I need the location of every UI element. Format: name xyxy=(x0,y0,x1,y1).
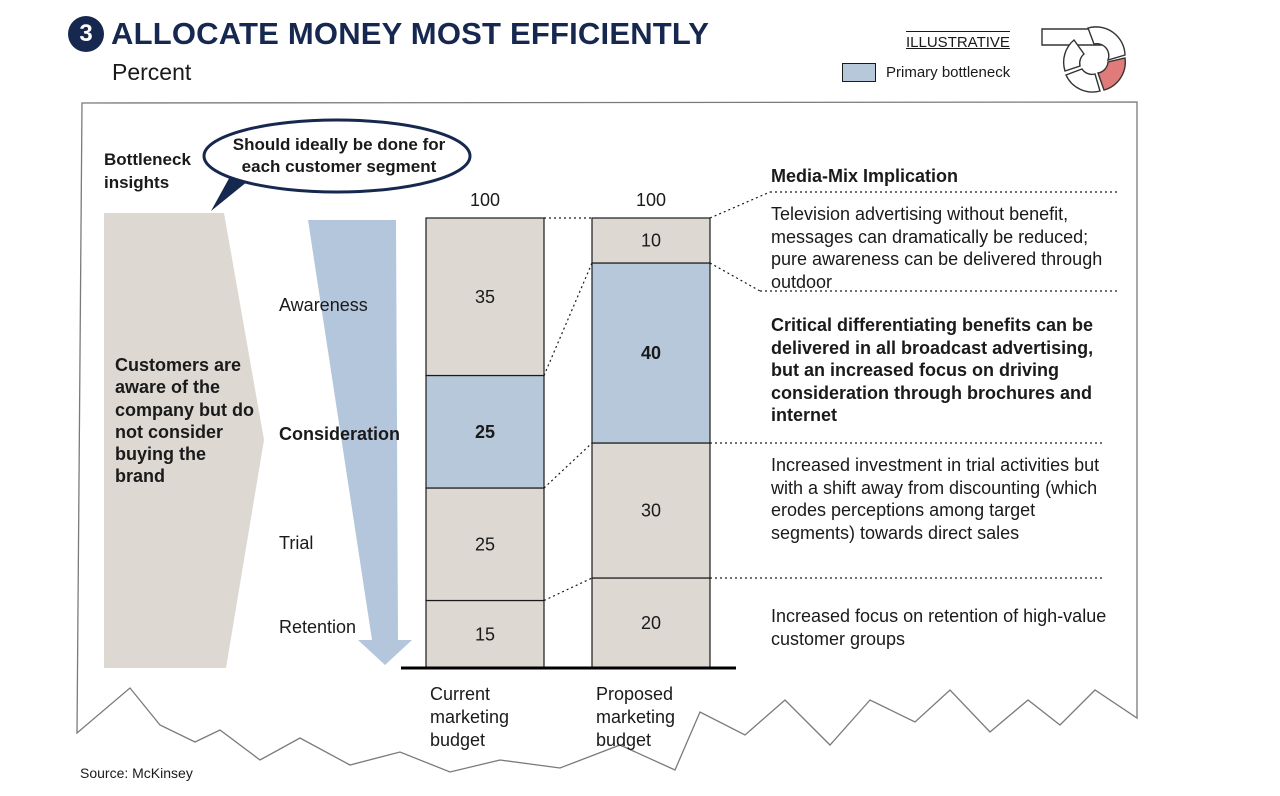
page-subtitle: Percent xyxy=(112,59,192,85)
bar-value-awareness-proposed: 10 xyxy=(641,231,661,251)
bar-value-trial-current: 25 xyxy=(475,534,495,554)
bar-value-awareness-current: 35 xyxy=(475,287,495,307)
stacked-bars: 15 25 25 35 100 20 30 40 10 100 xyxy=(425,190,711,669)
bar-segment-retention-current xyxy=(425,599,545,669)
legend-label: Primary bottleneck xyxy=(886,64,1011,81)
bar-segment-awareness-proposed xyxy=(591,217,711,264)
bar-value-consideration-proposed: 40 xyxy=(641,343,661,363)
page-title: ALLOCATE MONEY MOST EFFICIENTLY xyxy=(111,16,710,51)
bar-segment-trial-current xyxy=(425,487,545,602)
connector-trial xyxy=(543,442,593,489)
xlabel-proposed: Proposed marketing budget xyxy=(596,684,676,750)
implication-trial: Increased investment in trial activities… xyxy=(771,455,1100,543)
connector-consideration xyxy=(543,262,593,376)
bar-total-proposed: 100 xyxy=(636,190,666,210)
section-number-badge: 3 xyxy=(68,16,104,52)
bar-value-retention-proposed: 20 xyxy=(641,613,661,633)
connector-retention xyxy=(543,577,593,602)
stage-retention: Retention xyxy=(279,617,357,637)
bar-value-retention-current: 15 xyxy=(475,624,495,644)
implication-header: Media-Mix Implication xyxy=(771,166,959,186)
stage-consideration: Consideration xyxy=(279,424,401,444)
legend-swatch xyxy=(842,63,876,82)
xlabel-current: Current marketing budget xyxy=(430,684,510,750)
bar-value-consideration-current: 25 xyxy=(475,422,495,442)
insight-chevron xyxy=(104,213,264,668)
illustrative-tag: ILLUSTRATIVE xyxy=(906,31,1010,51)
bar-segment-consideration-current xyxy=(425,374,545,489)
bar-value-trial-proposed: 30 xyxy=(641,501,661,521)
bar-connectors xyxy=(543,217,593,602)
stage-trial: Trial xyxy=(279,533,314,553)
implication-consideration: Critical differentiating benefits can be… xyxy=(771,315,1094,425)
cycle-icon xyxy=(1041,26,1126,93)
bottleneck-heading: Bottleneck insights xyxy=(104,150,191,192)
callout-text: Should ideally be done for each customer… xyxy=(232,135,446,176)
implication-awareness: Television advertising without benefit, … xyxy=(771,204,1103,292)
bar-total-current: 100 xyxy=(470,190,500,210)
implication-dividers xyxy=(709,191,1118,579)
implication-retention: Increased focus on retention of high-val… xyxy=(771,606,1107,649)
source-note: Source: McKinsey xyxy=(80,765,193,781)
stage-awareness: Awareness xyxy=(279,295,368,315)
divider-header xyxy=(709,191,771,219)
bar-segment-awareness-current xyxy=(425,217,545,377)
bar-segment-consideration-proposed xyxy=(591,262,711,444)
funnel-arrow xyxy=(308,220,412,665)
bar-segment-retention-proposed xyxy=(591,577,711,669)
bottleneck-insight: Customers are aware of the company but d… xyxy=(115,355,254,487)
callout-bubble xyxy=(202,118,472,211)
